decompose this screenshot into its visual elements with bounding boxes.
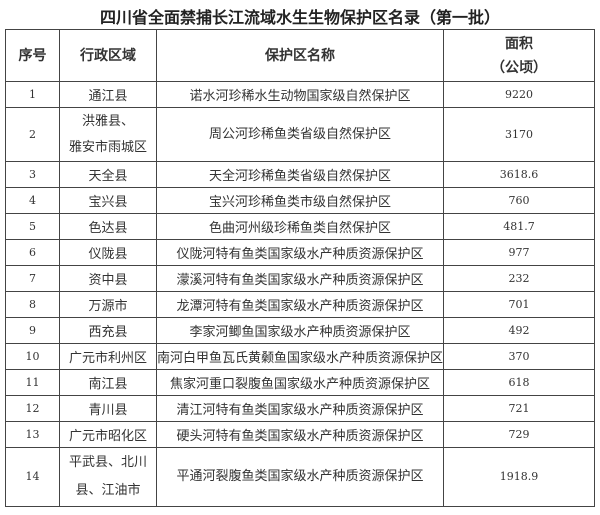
row-no: 7: [5, 265, 60, 292]
region-line: 色达县: [88, 221, 128, 236]
table-row: 11 南江县 焦家河重口裂腹鱼国家级水产种质资源保护区 618: [5, 369, 595, 396]
row-area: 977: [443, 239, 595, 266]
row-no: 1: [5, 81, 60, 108]
row-no: 9: [5, 317, 60, 344]
row-no: 8: [5, 291, 60, 318]
table-row: 9 西充县 李家河鲫鱼国家级水产种质资源保护区 492: [5, 317, 595, 344]
row-name: 仪陇河特有鱼类国家级水产种质资源保护区: [156, 239, 444, 266]
header-no: 序号: [5, 29, 60, 82]
row-region: 西充县: [59, 317, 157, 344]
region-line: 广元市昭化区: [68, 429, 147, 444]
row-region: 资中县: [59, 265, 157, 292]
row-no: 2: [5, 107, 60, 162]
row-no: 5: [5, 213, 60, 240]
region-line: 青川县: [88, 403, 128, 418]
table-row: 10 广元市利州区 南河白甲鱼瓦氏黄颡鱼国家级水产种质资源保护区 370: [5, 343, 595, 370]
row-area: 232: [443, 265, 595, 292]
header-area: 面积 （公顷）: [443, 29, 595, 82]
row-area: 481.7: [443, 213, 595, 240]
region-line: 仪陇县: [88, 247, 128, 262]
region-line: 雅安市雨城区: [68, 139, 147, 155]
row-region: 万源市: [59, 291, 157, 318]
row-region: 宝兴县: [59, 187, 157, 214]
row-area: 721: [443, 395, 595, 422]
table-row: 13 广元市昭化区 硬头河特有鱼类国家级水产种质资源保护区 729: [5, 421, 595, 448]
row-region: 广元市利州区: [59, 343, 157, 370]
table-row: 2 洪雅县、 雅安市雨城区 周公河珍稀鱼类省级自然保护区 3170: [5, 107, 595, 162]
row-region: 南江县: [59, 369, 157, 396]
row-area: 3618.6: [443, 161, 595, 188]
row-name: 宝兴河珍稀鱼类市级自然保护区: [156, 187, 444, 214]
row-name: 龙潭河特有鱼类国家级水产种质资源保护区: [156, 291, 444, 318]
table-header-row: 序号 行政区域 保护区名称 面积 （公顷）: [5, 29, 595, 82]
row-name: 濛溪河特有鱼类国家级水产种质资源保护区: [156, 265, 444, 292]
row-area: 760: [443, 187, 595, 214]
row-name: 平通河裂腹鱼类国家级水产种质资源保护区: [156, 447, 444, 507]
region-line: 资中县: [88, 273, 128, 288]
row-region: 广元市昭化区: [59, 421, 157, 448]
row-no: 14: [5, 447, 60, 507]
row-area: 618: [443, 369, 595, 396]
row-no: 3: [5, 161, 60, 188]
region-line: 洪雅县、: [81, 113, 134, 129]
row-no: 6: [5, 239, 60, 266]
region-line: 天全县: [88, 169, 128, 184]
row-no: 12: [5, 395, 60, 422]
region-line: 县、江油市: [75, 483, 141, 498]
document-title: 四川省全面禁捕长江流域水生生物保护区名录（第一批）: [99, 8, 500, 27]
row-region: 仪陇县: [59, 239, 157, 266]
row-name: 南河白甲鱼瓦氏黄颡鱼国家级水产种质资源保护区: [156, 343, 444, 370]
table-row: 12 青川县 清江河特有鱼类国家级水产种质资源保护区 721: [5, 395, 595, 422]
row-name: 天全河珍稀鱼类省级自然保护区: [156, 161, 444, 188]
row-name: 诺水河珍稀水生动物国家级自然保护区: [156, 81, 444, 108]
row-name: 焦家河重口裂腹鱼国家级水产种质资源保护区: [156, 369, 444, 396]
row-no: 10: [5, 343, 60, 370]
table-row: 1 通江县 诺水河珍稀水生动物国家级自然保护区 9220: [5, 81, 595, 108]
row-name: 硬头河特有鱼类国家级水产种质资源保护区: [156, 421, 444, 448]
row-region: 天全县: [59, 161, 157, 188]
header-region: 行政区域: [59, 29, 157, 82]
row-region: 洪雅县、雅安市雨城区: [59, 107, 157, 162]
row-area: 729: [443, 421, 595, 448]
table-row: 14 平武县、北川 县、江油市 平通河裂腹鱼类国家级水产种质资源保护区 1918.9: [5, 447, 595, 507]
row-name: 李家河鲫鱼国家级水产种质资源保护区: [156, 317, 444, 344]
row-region: 平武县、北川 县、江油市: [59, 447, 157, 507]
row-region: 通江县: [59, 81, 157, 108]
row-name: 色曲河州级珍稀鱼类自然保护区: [156, 213, 444, 240]
region-line: 宝兴县: [88, 195, 128, 210]
row-area: 492: [443, 317, 595, 344]
row-region: 青川县: [59, 395, 157, 422]
region-line: 平武县、北川: [68, 455, 147, 470]
row-area: 3170: [443, 107, 595, 162]
protected-areas-table: 序号 行政区域 保护区名称 面积 （公顷） 1 通江县 诺水河珍稀水生动物国家级自然…: [5, 29, 595, 507]
header-area-line2: （公顷）: [491, 59, 547, 76]
region-line: 万源市: [88, 299, 128, 314]
row-name: 清江河特有鱼类国家级水产种质资源保护区: [156, 395, 444, 422]
region-line: 广元市利州区: [68, 351, 147, 366]
row-no: 4: [5, 187, 60, 214]
row-area: 1918.9: [443, 447, 595, 507]
row-area: 9220: [443, 81, 595, 108]
row-region: 色达县: [59, 213, 157, 240]
header-name: 保护区名称: [156, 29, 444, 82]
row-no: 13: [5, 421, 60, 448]
table-row: 8 万源市 龙潭河特有鱼类国家级水产种质资源保护区 701: [5, 291, 595, 318]
table-row: 4 宝兴县 宝兴河珍稀鱼类市级自然保护区 760: [5, 187, 595, 214]
table-row: 6 仪陇县 仪陇河特有鱼类国家级水产种质资源保护区 977: [5, 239, 595, 266]
table-row: 7 资中县 濛溪河特有鱼类国家级水产种质资源保护区 232: [5, 265, 595, 292]
table-row: 5 色达县 色曲河州级珍稀鱼类自然保护区 481.7: [5, 213, 595, 240]
region-line: 通江县: [88, 89, 128, 104]
table-row: 3 天全县 天全河珍稀鱼类省级自然保护区 3618.6: [5, 161, 595, 188]
row-area: 370: [443, 343, 595, 370]
region-line: 南江县: [88, 377, 128, 392]
row-name: 周公河珍稀鱼类省级自然保护区: [156, 107, 444, 162]
row-area: 701: [443, 291, 595, 318]
region-line: 西充县: [88, 325, 128, 340]
row-no: 11: [5, 369, 60, 396]
header-area-line1: 面积: [505, 35, 533, 52]
